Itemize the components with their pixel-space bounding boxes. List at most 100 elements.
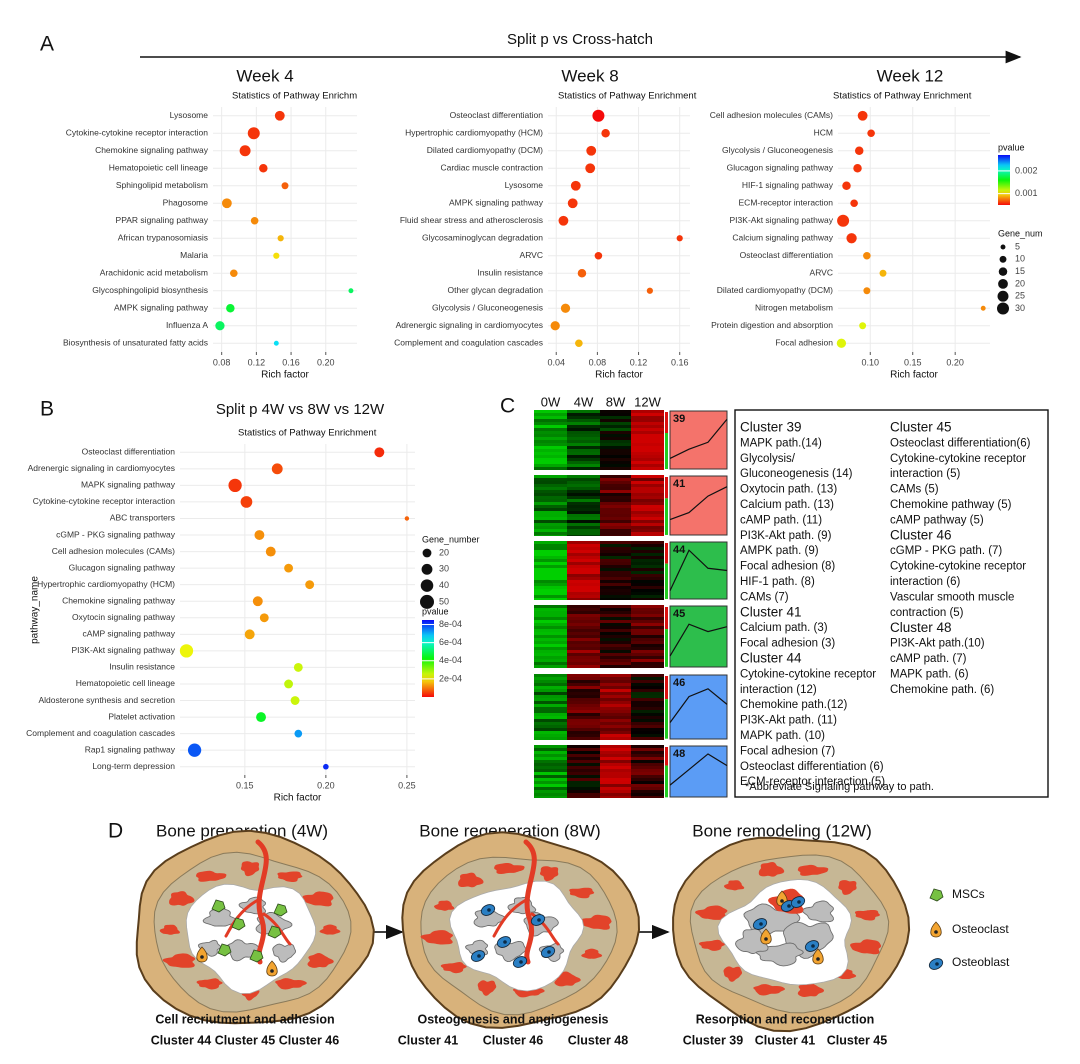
- category-label: HCM: [814, 128, 833, 138]
- heatmap-texture: [600, 559, 631, 562]
- blood-blob: [723, 966, 742, 982]
- heatmap-texture: [534, 701, 567, 704]
- dot: [879, 269, 887, 277]
- heatmap-texture: [534, 659, 567, 662]
- heatmap-texture: [631, 517, 664, 520]
- heatmap-texture: [534, 698, 567, 701]
- nucleus: [764, 937, 768, 941]
- heatmap-texture: [534, 766, 567, 769]
- legend-label: 25: [1015, 291, 1025, 301]
- category-label: cAMP signaling pathway: [83, 629, 176, 639]
- heatmap-texture: [600, 617, 631, 620]
- legend-label: 5: [1015, 241, 1020, 251]
- heatmap-texture: [631, 611, 664, 614]
- heatmap-texture: [534, 547, 567, 550]
- heatmap-column-label: 4W: [574, 394, 594, 409]
- side-strip: [665, 699, 668, 739]
- x-tick-label: 0.08: [213, 357, 231, 367]
- cluster-item: cAMP path. (7): [890, 653, 967, 665]
- heatmap-texture: [567, 626, 600, 629]
- heatmap-texture: [600, 455, 631, 458]
- heatmap-texture: [600, 529, 631, 532]
- trend-line: [669, 549, 728, 592]
- blood-blob: [477, 980, 497, 996]
- heatmap-texture: [534, 620, 567, 623]
- heatmap-texture: [534, 737, 567, 740]
- heatmap-texture: [631, 440, 664, 443]
- heatmap-texture: [631, 535, 664, 536]
- blood-blob: [850, 939, 882, 955]
- trabecula: [801, 900, 834, 923]
- legend-title: pvalue: [998, 142, 1025, 152]
- heatmap-texture: [600, 632, 631, 635]
- dot: [550, 321, 560, 331]
- cluster-id: 48: [673, 748, 685, 760]
- dot: [863, 287, 871, 295]
- cluster-item: ECM-receptor interaction (5): [740, 776, 885, 788]
- category-label: Osteoclast differentiation: [450, 110, 544, 120]
- heatmap-texture: [600, 419, 631, 422]
- heatmap-texture: [600, 620, 631, 623]
- heatmap-texture: [534, 419, 567, 422]
- category-label: Cell adhesion molecules (CAMs): [52, 546, 175, 556]
- color-tick-label: 2e-04: [439, 673, 462, 683]
- heatmap-texture: [534, 490, 567, 493]
- heatmap-texture: [534, 731, 567, 734]
- dot: [273, 340, 279, 346]
- heatmap-texture: [534, 605, 567, 608]
- side-strip: [665, 765, 668, 798]
- dot: [215, 321, 225, 331]
- heatmap-texture: [600, 710, 631, 713]
- category-label: Lysosome: [170, 110, 209, 120]
- cluster-item: CAMs (5): [890, 484, 939, 496]
- heatmap-texture: [567, 547, 600, 550]
- blood-blob: [302, 891, 334, 907]
- heatmap-texture: [600, 452, 631, 455]
- heatmap-texture: [631, 716, 664, 719]
- nucleus: [270, 969, 274, 973]
- heatmap-texture: [600, 541, 631, 544]
- cluster-item: Calcium path. (13): [740, 499, 834, 511]
- heatmap-texture: [534, 487, 567, 490]
- heatmap-texture: [567, 704, 600, 707]
- heatmap-texture: [534, 565, 567, 568]
- heatmap-texture: [600, 505, 631, 508]
- heatmap-texture: [567, 796, 600, 798]
- msc-cell: [211, 899, 226, 913]
- heatmap-texture: [631, 677, 664, 680]
- msc-cell: [249, 949, 264, 963]
- heatmap-texture: [567, 455, 600, 458]
- cluster-id: 39: [673, 413, 685, 425]
- heatmap-texture: [631, 689, 664, 692]
- heatmap-texture: [567, 565, 600, 568]
- osteoclast-cell: [266, 960, 278, 977]
- dot: [284, 563, 294, 573]
- heatmap-texture: [631, 790, 664, 793]
- legend-dot: [998, 279, 1008, 289]
- category-label: Rap1 signaling pathway: [85, 744, 176, 754]
- heatmap-texture: [534, 680, 567, 683]
- heatmap-texture: [534, 725, 567, 728]
- heatmap-texture: [567, 458, 600, 461]
- dot: [294, 729, 303, 738]
- dot: [187, 743, 202, 757]
- heatmap-texture: [534, 508, 567, 511]
- blood-blob: [540, 866, 559, 881]
- legend-label: 20: [1015, 278, 1025, 288]
- heatmap-texture: [567, 574, 600, 577]
- color-bar: [998, 155, 1010, 205]
- blood-blob: [275, 978, 307, 990]
- heatmap-texture: [600, 502, 631, 505]
- heatmap-texture: [631, 701, 664, 704]
- heatmap-texture: [631, 511, 664, 514]
- heatmap-texture: [631, 490, 664, 493]
- heatmap-texture: [567, 644, 600, 647]
- cluster-item: Gluconeogenesis (14): [740, 468, 853, 480]
- category-label: Complement and coagulation cascades: [26, 728, 175, 738]
- category-label: AMPK signaling pathway: [449, 198, 544, 208]
- heatmap-texture: [567, 638, 600, 641]
- heatmap-texture: [600, 517, 631, 520]
- heatmap-texture: [631, 580, 664, 583]
- heatmap-texture: [631, 793, 664, 796]
- heatmap-texture: [534, 577, 567, 580]
